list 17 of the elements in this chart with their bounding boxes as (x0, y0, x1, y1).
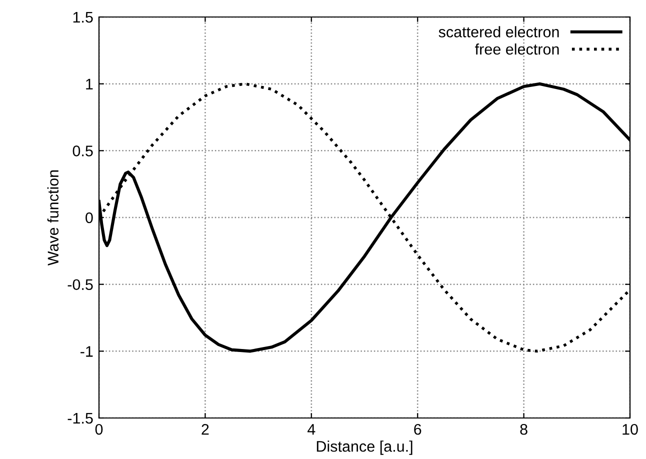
y-tick-label: -1 (80, 346, 93, 357)
y-tick-label: 0 (86, 212, 93, 224)
x-tick-label: 8 (520, 424, 528, 435)
x-tick-label: 10 (622, 424, 638, 435)
x-tick-label: 4 (308, 424, 316, 435)
legend-label: free electron (475, 43, 559, 55)
y-tick-label: 1.5 (73, 12, 93, 23)
y-tick-label: 1 (86, 78, 93, 90)
x-tick-label: 6 (414, 424, 422, 435)
x-axis-title: Distance [a.u.] (316, 440, 412, 455)
y-tick-label: 0.5 (72, 146, 93, 156)
x-tick-label: 2 (202, 424, 209, 435)
x-tick-label: 0 (95, 424, 103, 435)
legend-label: scattered electron (438, 26, 559, 38)
y-tick-label: -1.5 (68, 413, 93, 424)
y-tick-label: -0.5 (68, 279, 93, 290)
y-axis-title: Wave function (47, 170, 59, 266)
